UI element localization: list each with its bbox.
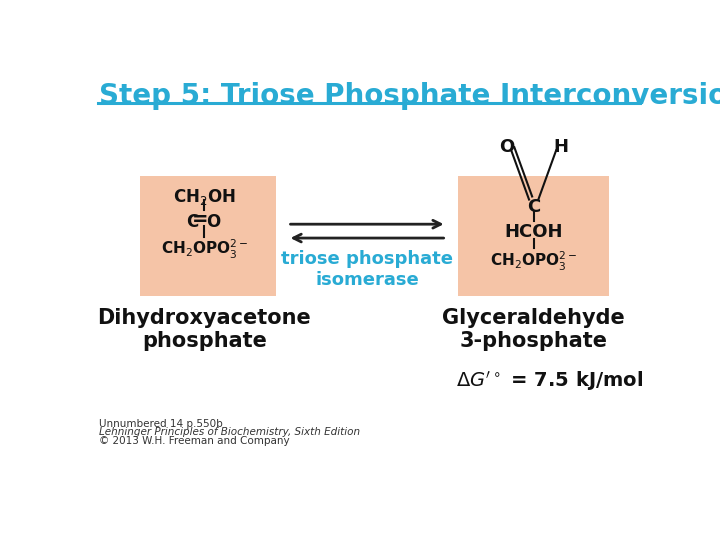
Text: H: H [553,138,568,156]
Text: Step 5: Triose Phosphate Interconversion: Step 5: Triose Phosphate Interconversion [99,82,720,110]
Text: $\Delta G^{\prime\circ}$ = 7.5 kJ/mol: $\Delta G^{\prime\circ}$ = 7.5 kJ/mol [456,369,643,393]
Text: Unnumbered 14 p.550b: Unnumbered 14 p.550b [99,419,223,429]
Text: CH$_2$OPO$_3^{2-}$: CH$_2$OPO$_3^{2-}$ [490,249,577,273]
Bar [458,177,609,296]
Text: O: O [206,213,220,231]
Text: CH$_2$OH: CH$_2$OH [173,187,235,207]
Text: C: C [186,213,199,231]
Text: CH$_2$OPO$_3^{2-}$: CH$_2$OPO$_3^{2-}$ [161,238,248,261]
Text: =: = [192,211,209,229]
Text: Dihydroxyacetone
phosphate: Dihydroxyacetone phosphate [97,308,311,352]
Bar [140,177,276,296]
Text: Lehninger Principles of Biochemistry, Sixth Edition: Lehninger Principles of Biochemistry, Si… [99,428,361,437]
Text: O: O [499,138,514,156]
Text: HCOH: HCOH [505,224,563,241]
Text: © 2013 W.H. Freeman and Company: © 2013 W.H. Freeman and Company [99,436,290,446]
Text: triose phosphate
isomerase: triose phosphate isomerase [281,251,453,289]
Text: C: C [527,198,540,216]
Text: Glyceraldehyde
3-phosphate: Glyceraldehyde 3-phosphate [442,308,625,352]
